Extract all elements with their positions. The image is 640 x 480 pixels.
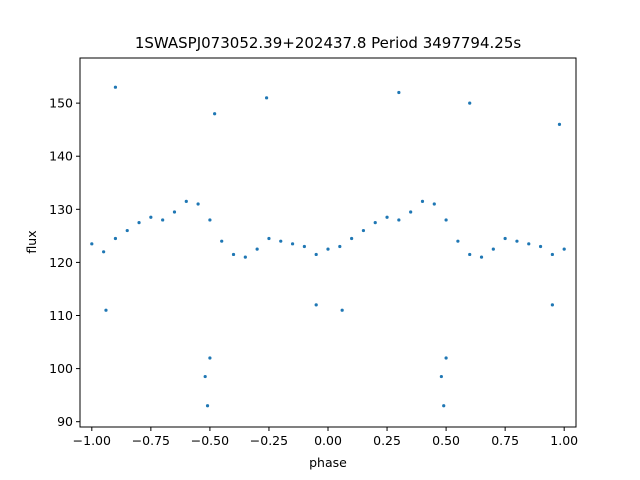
data-point xyxy=(515,239,519,243)
data-point xyxy=(113,85,118,89)
data-points xyxy=(90,85,566,408)
data-point xyxy=(184,199,188,203)
data-point xyxy=(267,236,271,241)
data-point xyxy=(302,244,306,249)
data-point xyxy=(432,202,436,206)
y-tick-label: 150 xyxy=(49,96,73,111)
data-point xyxy=(527,242,531,246)
data-point xyxy=(161,218,165,222)
chart-title: 1SWASPJ073052.39+202437.8 Period 3497794… xyxy=(135,34,522,52)
x-tick-label: −0.25 xyxy=(250,433,288,448)
y-tick-label: 130 xyxy=(49,202,73,217)
data-point xyxy=(113,236,118,241)
x-axis-label: phase xyxy=(309,455,347,470)
data-point xyxy=(491,247,495,251)
data-point xyxy=(550,303,554,307)
data-point xyxy=(397,90,401,95)
data-point xyxy=(468,252,472,257)
data-point xyxy=(203,374,207,379)
data-point xyxy=(442,404,446,408)
data-point xyxy=(409,210,413,214)
data-point xyxy=(397,218,401,222)
y-tick-label: 120 xyxy=(49,255,73,270)
data-point xyxy=(550,252,554,257)
data-point xyxy=(444,218,448,222)
y-axis-label: flux xyxy=(24,230,39,253)
data-point xyxy=(290,242,295,246)
data-point xyxy=(456,239,460,243)
x-tick-label: −0.75 xyxy=(132,433,170,448)
data-point xyxy=(264,96,269,100)
data-point xyxy=(373,220,377,225)
data-point xyxy=(279,239,283,243)
data-point xyxy=(350,236,354,241)
data-point xyxy=(208,218,212,222)
data-point xyxy=(137,220,141,225)
x-tick-label: 1.00 xyxy=(550,433,578,448)
y-axis: 90 100 110 120 130 140 150 xyxy=(49,96,80,429)
data-point xyxy=(361,228,366,233)
data-point xyxy=(213,112,217,116)
data-point xyxy=(196,202,200,206)
data-point xyxy=(172,210,177,214)
data-point xyxy=(314,303,318,307)
data-point xyxy=(104,308,108,312)
data-point xyxy=(557,122,562,126)
data-point xyxy=(314,252,318,257)
data-point xyxy=(243,255,247,259)
data-point xyxy=(420,199,425,203)
y-tick-label: 140 xyxy=(49,149,73,164)
y-tick-label: 90 xyxy=(57,414,73,429)
data-point xyxy=(255,247,259,251)
data-point xyxy=(479,255,484,259)
data-point xyxy=(326,247,330,251)
data-point xyxy=(205,404,210,408)
y-tick-label: 110 xyxy=(49,308,73,323)
data-point xyxy=(538,244,543,249)
data-point xyxy=(468,101,472,105)
data-point xyxy=(102,250,106,254)
data-point xyxy=(231,252,236,257)
x-tick-label: 0.00 xyxy=(314,433,342,448)
x-tick-label: −1.00 xyxy=(73,433,111,448)
data-point xyxy=(385,215,389,219)
x-tick-label: 0.75 xyxy=(491,433,519,448)
data-point xyxy=(439,374,443,379)
data-point xyxy=(340,308,344,312)
data-point xyxy=(562,247,566,251)
x-tick-label: −0.50 xyxy=(191,433,229,448)
x-tick-label: 0.50 xyxy=(432,433,460,448)
data-point xyxy=(90,242,94,246)
data-point xyxy=(444,356,448,360)
x-axis: −1.00 −0.75 −0.50 −0.25 0.00 0.25 0.50 0.75 1.00 xyxy=(73,427,578,448)
y-tick-label: 100 xyxy=(49,361,73,376)
data-point xyxy=(208,356,212,360)
data-point xyxy=(125,228,129,233)
x-tick-label: 0.25 xyxy=(373,433,401,448)
data-point xyxy=(503,236,507,241)
data-point xyxy=(149,215,153,219)
data-point xyxy=(338,244,342,249)
data-point xyxy=(220,239,224,243)
